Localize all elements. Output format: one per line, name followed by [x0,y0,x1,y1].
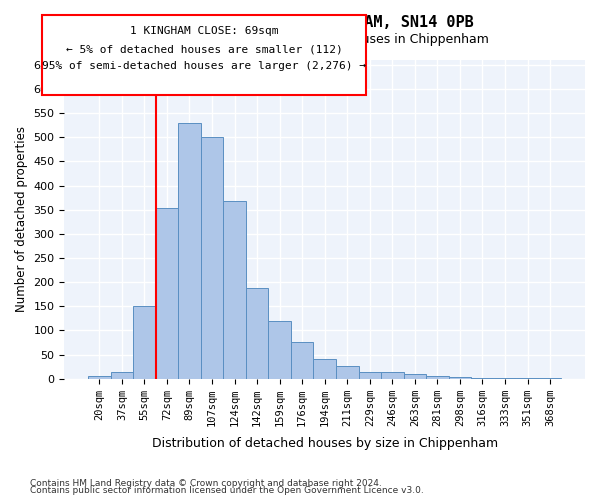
Text: ← 5% of detached houses are smaller (112): ← 5% of detached houses are smaller (112… [65,44,343,54]
Bar [359,372,381,378]
Bar [268,320,291,378]
Bar [133,306,155,378]
Bar [88,376,110,378]
Y-axis label: Number of detached properties: Number of detached properties [15,126,28,312]
Bar [404,374,426,378]
Text: 1 KINGHAM CLOSE: 69sqm: 1 KINGHAM CLOSE: 69sqm [130,26,278,36]
Text: Contains public sector information licensed under the Open Government Licence v3: Contains public sector information licen… [30,486,424,495]
Text: 95% of semi-detached houses are larger (2,276) →: 95% of semi-detached houses are larger (… [42,61,366,71]
Bar [223,202,246,378]
X-axis label: Distribution of detached houses by size in Chippenham: Distribution of detached houses by size … [152,437,498,450]
Bar [381,372,404,378]
Bar [291,342,313,378]
Text: Contains HM Land Registry data © Crown copyright and database right 2024.: Contains HM Land Registry data © Crown c… [30,478,382,488]
Bar [336,366,359,378]
Bar [426,376,449,378]
Text: Size of property relative to detached houses in Chippenham: Size of property relative to detached ho… [112,32,488,46]
Bar [110,372,133,378]
Bar [155,208,178,378]
Text: 1, KINGHAM CLOSE, CHIPPENHAM, SN14 0PB: 1, KINGHAM CLOSE, CHIPPENHAM, SN14 0PB [127,15,473,30]
Bar [313,360,336,378]
Bar [178,123,201,378]
Bar [449,377,471,378]
Bar [201,138,223,378]
Bar [246,288,268,378]
